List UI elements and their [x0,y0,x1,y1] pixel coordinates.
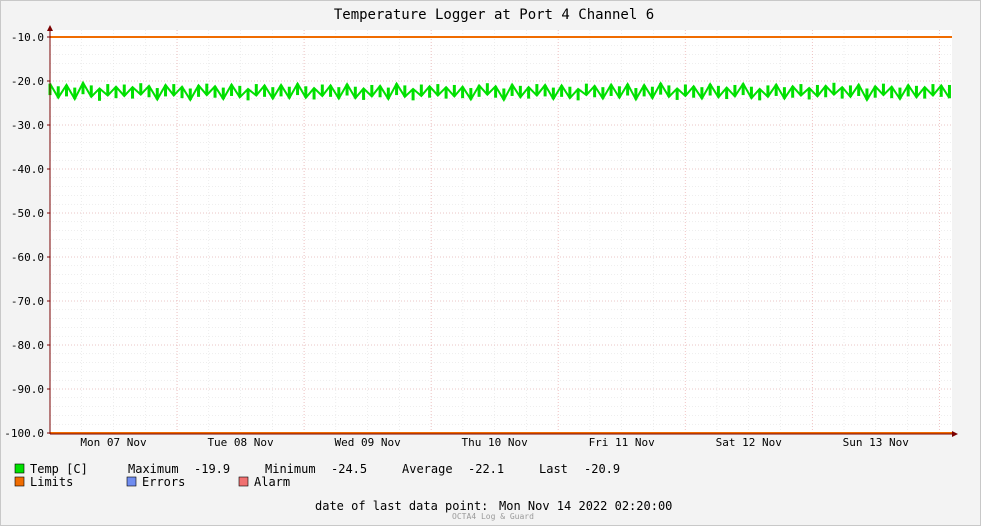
legend-errors-label: Errors [142,475,185,489]
x-tick-label: Wed 09 Nov [334,436,401,449]
x-axis-arrow-icon [952,431,958,437]
y-tick-label: -50.0 [11,207,44,220]
y-tick-label: -10.0 [11,31,44,44]
x-axis-labels: Mon 07 Nov Tue 08 Nov Wed 09 Nov Thu 10 Nov… [80,436,909,449]
y-axis-labels: -10.0 -20.0 -30.0 -40.0 -50.0 -60.0 -70.0 -80.0… [4,31,44,440]
y-tick-label: -40.0 [11,163,44,176]
legend-alarm-label: Alarm [254,475,290,489]
x-tick-label: Sat 12 Nov [716,436,783,449]
legend-minimum-value: -24.5 [331,462,367,476]
plot-area [50,30,952,434]
y-tick-label: -100.0 [4,427,44,440]
legend-maximum-label: Maximum [128,462,179,476]
legend-alarm-swatch [238,476,249,487]
credit-text: OCTA4 Log & Guard [452,512,534,521]
temp-line [49,80,951,102]
legend-average-value: -22.1 [468,462,504,476]
legend-temp-swatch [14,463,25,474]
x-tick-label: Thu 10 Nov [462,436,529,449]
legend-maximum-value: -19.9 [194,462,230,476]
chart-title: Temperature Logger at Port 4 Channel 6 [334,7,654,23]
last-data-point-label: date of last data point: [315,499,488,513]
y-tick-label: -60.0 [11,251,44,264]
last-data-point-value: Mon Nov 14 2022 02:20:00 [499,499,672,513]
y-tick-label: -80.0 [11,339,44,352]
x-tick-label: Tue 08 Nov [207,436,274,449]
x-tick-label: Fri 11 Nov [589,436,656,449]
legend-temp-label: Temp [C] [30,462,88,476]
y-axis-arrow-icon [47,25,53,31]
y-tick-label: -30.0 [11,119,44,132]
temp-series [48,80,951,102]
legend-minimum-label: Minimum [265,462,316,476]
x-tick-label: Sun 13 Nov [843,436,910,449]
x-tick-label: Mon 07 Nov [80,436,147,449]
legend-limits-swatch [14,476,25,487]
legend-errors-swatch [126,476,137,487]
legend-last-value: -20.9 [584,462,620,476]
y-tick-label: -20.0 [11,75,44,88]
legend-average-label: Average [402,462,453,476]
legend-last-label: Last [539,462,568,476]
y-tick-label: -70.0 [11,295,44,308]
y-tick-label: -90.0 [11,383,44,396]
legend-limits-label: Limits [30,475,73,489]
limits-series [50,36,952,434]
